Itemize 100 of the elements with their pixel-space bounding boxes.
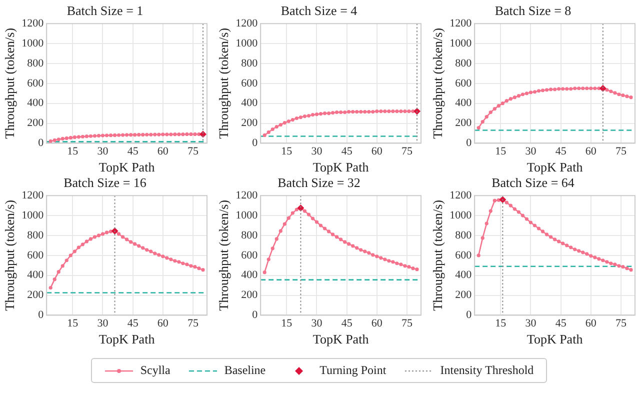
y-axis-title: Throughput (token/s) — [216, 200, 232, 311]
x-tick-label: 45 — [341, 318, 353, 330]
legend-label: Scylla — [140, 363, 170, 378]
point — [112, 133, 117, 138]
point — [339, 238, 343, 242]
point — [621, 94, 625, 98]
point — [617, 264, 621, 268]
y-tick-label: 0 — [252, 137, 258, 150]
x-tick-label: 60 — [585, 146, 597, 158]
point — [625, 94, 629, 98]
y-tick-label: 1200 — [450, 17, 472, 30]
point — [68, 136, 72, 140]
point — [278, 229, 282, 233]
point — [133, 133, 137, 137]
point — [153, 132, 157, 136]
point — [278, 122, 282, 127]
point — [141, 246, 145, 250]
x-axis-title: TopK Path — [98, 160, 156, 175]
point — [524, 92, 529, 96]
point — [512, 96, 516, 100]
y-tick-label: 800 — [241, 57, 258, 70]
point — [298, 115, 302, 120]
y-tick-label: 600 — [241, 249, 258, 262]
y-tick-label: 800 — [27, 229, 44, 242]
point — [76, 246, 80, 250]
point — [104, 230, 109, 234]
point — [343, 240, 347, 244]
point — [302, 114, 307, 118]
point — [330, 232, 335, 236]
x-tick-label: 30 — [525, 146, 537, 158]
point — [528, 90, 533, 94]
x-axis-title: TopK Path — [526, 160, 584, 175]
point — [540, 88, 545, 92]
point — [274, 237, 278, 241]
point — [391, 110, 395, 114]
point — [496, 104, 500, 108]
point — [92, 134, 97, 138]
point — [334, 110, 339, 114]
y-axis-title: Throughput (token/s) — [2, 28, 18, 139]
point — [129, 133, 133, 137]
point — [137, 244, 141, 248]
point — [488, 110, 492, 114]
point — [294, 208, 298, 212]
point — [557, 87, 561, 91]
point — [149, 132, 153, 136]
legend-label: Baseline — [224, 363, 266, 378]
y-tick-label: 1200 — [236, 17, 258, 30]
point — [379, 256, 383, 260]
y-tick-label: 800 — [455, 229, 472, 242]
point — [96, 134, 101, 138]
point — [476, 254, 480, 258]
x-tick-label: 60 — [371, 146, 383, 158]
point — [72, 135, 76, 140]
point — [193, 265, 197, 269]
point — [56, 270, 60, 274]
point — [577, 86, 581, 90]
point — [387, 259, 391, 263]
point — [294, 116, 298, 120]
point — [573, 248, 577, 252]
point — [605, 260, 609, 264]
point — [589, 254, 593, 258]
x-tick-label: 75 — [187, 318, 199, 330]
y-tick-label: 600 — [455, 249, 472, 262]
point — [569, 87, 573, 91]
y-tick-label: 800 — [241, 229, 258, 242]
point — [399, 110, 403, 114]
point — [375, 254, 379, 258]
point — [286, 119, 290, 124]
point — [96, 234, 101, 238]
y-tick-label: 0 — [466, 137, 472, 150]
point — [290, 118, 294, 122]
point — [629, 268, 633, 272]
y-axis-title: Throughput (token/s) — [2, 200, 18, 311]
point — [60, 136, 64, 141]
chart-title: Batch Size = 32 — [278, 175, 360, 190]
point — [411, 266, 415, 270]
y-tick-label: 0 — [466, 309, 472, 322]
x-tick-label: 15 — [281, 318, 293, 330]
point — [197, 266, 201, 270]
point — [553, 238, 557, 242]
point — [108, 230, 113, 234]
point — [161, 254, 165, 258]
point — [548, 88, 553, 92]
point — [169, 132, 173, 136]
point — [185, 132, 189, 136]
x-tick-label: 60 — [585, 318, 597, 330]
point — [116, 133, 121, 137]
point — [290, 211, 294, 215]
point — [141, 132, 145, 137]
point — [347, 110, 351, 114]
point — [617, 92, 621, 96]
point — [80, 134, 84, 138]
y-tick-label: 1200 — [22, 17, 44, 30]
x-tick-label: 30 — [311, 146, 323, 158]
point — [553, 88, 557, 92]
point — [488, 209, 492, 213]
chart-title: Batch Size = 8 — [494, 3, 572, 18]
point — [528, 220, 533, 224]
y-tick-label: 1000 — [236, 209, 258, 222]
point — [561, 87, 565, 91]
